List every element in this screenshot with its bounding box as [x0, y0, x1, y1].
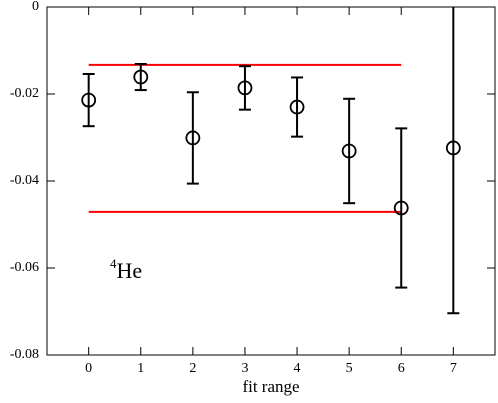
x-tick-label: 2 [189, 361, 196, 376]
y-tick-label: 0 [32, 0, 39, 14]
annotation: 4He [110, 256, 142, 283]
x-tick-label: 4 [294, 361, 301, 376]
x-axis-label: fit range [242, 377, 299, 396]
point [445, 140, 461, 156]
plot-frame [46, 6, 496, 356]
x-tick-label: 6 [398, 361, 405, 376]
x-tick-label: 1 [137, 361, 144, 376]
y-tick-label: -0.06 [10, 260, 39, 275]
x-tick-label: 5 [346, 361, 353, 376]
point [237, 80, 253, 96]
point [81, 92, 97, 108]
annotation-symbol: He [117, 258, 143, 283]
x-tick-label: 0 [85, 361, 92, 376]
point [393, 200, 409, 216]
x-tick-label: 7 [450, 361, 457, 376]
annotation-mass: 4 [110, 256, 117, 271]
point [133, 69, 149, 85]
point [289, 99, 305, 115]
y-tick-label: -0.04 [10, 173, 39, 188]
x-tick-label: 3 [241, 361, 248, 376]
y-tick-label: -0.02 [10, 86, 39, 101]
point [341, 143, 357, 159]
y-tick-label: -0.08 [10, 347, 39, 362]
point [185, 130, 201, 146]
